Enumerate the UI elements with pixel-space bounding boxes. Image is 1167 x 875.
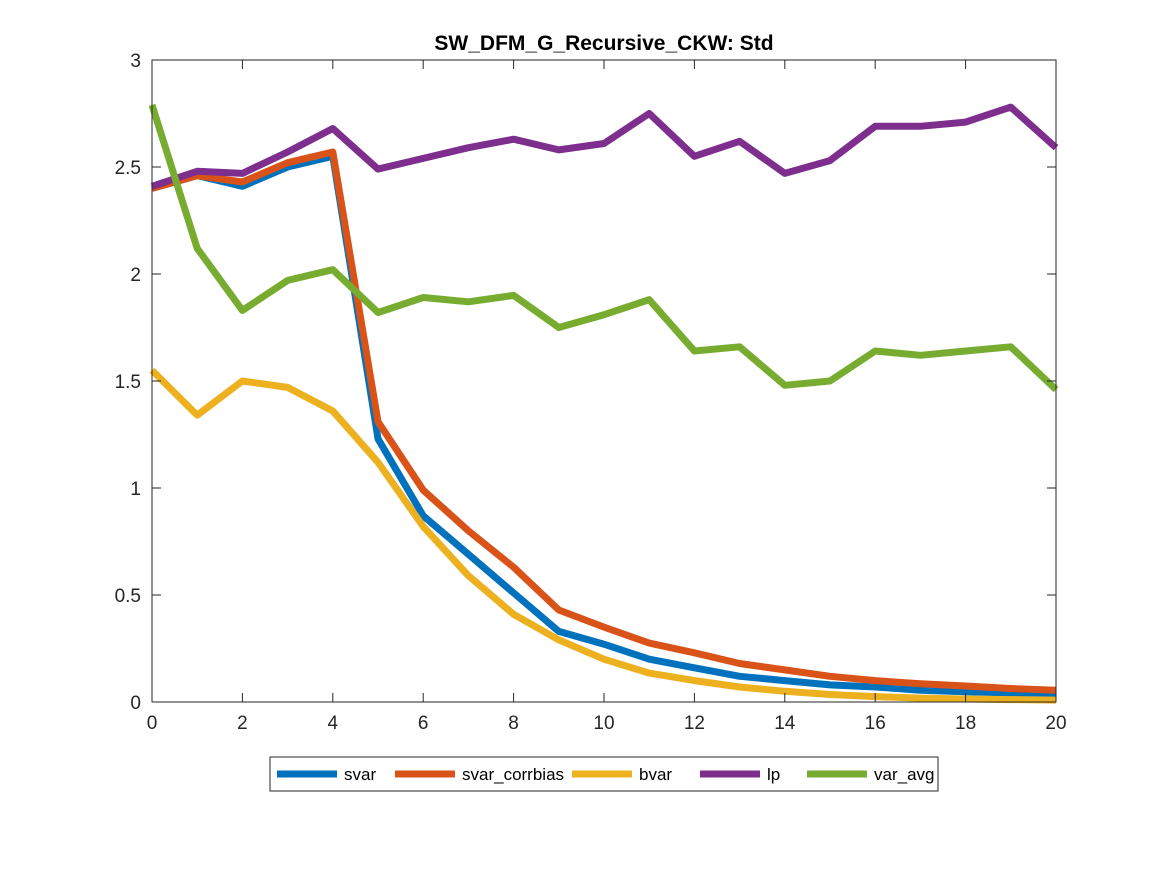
y-tick-label: 0.5 <box>115 586 141 607</box>
series-line-svar <box>151 152 1057 698</box>
axes-background <box>152 60 1056 702</box>
x-tick-label: 8 <box>508 713 519 734</box>
legend-label-svar: svar <box>344 765 376 784</box>
y-tick-label: 2 <box>130 265 141 286</box>
x-tick-label: 4 <box>328 713 339 734</box>
legend-label-var-avg: var_avg <box>874 765 934 784</box>
y-tick-label: 1.5 <box>115 372 141 393</box>
tick-layer: 0 2 4 6 8 10 12 14 16 18 20 0 0.5 1 1.5 2 2.5 3 <box>115 51 1067 734</box>
legend-label-lp: lp <box>767 765 780 784</box>
y-tick-label: 1 <box>130 479 141 500</box>
series-line-lp <box>150 103 1059 190</box>
y-tick-label: 3 <box>130 51 141 72</box>
x-tick-label: 16 <box>865 713 886 734</box>
y-tick-label: 2.5 <box>115 158 141 179</box>
legend: svar svar_corrbias bvar lp var_avg <box>269 756 939 792</box>
chart-title: SW_DFM_G_Recursive_CKW: Std <box>434 32 773 55</box>
x-tick-label: 0 <box>147 713 158 734</box>
x-tick-label: 18 <box>955 713 976 734</box>
x-tick-label: 2 <box>237 713 248 734</box>
x-tick-label: 20 <box>1045 713 1066 734</box>
x-tick-label: 6 <box>418 713 429 734</box>
series-line-var-avg <box>148 103 1059 393</box>
x-tick-label: 12 <box>684 713 705 734</box>
legend-label-bvar: bvar <box>639 765 672 784</box>
y-tick-label: 0 <box>130 693 141 714</box>
legend-label-svar-corrbias: svar_corrbias <box>462 765 564 784</box>
x-tick-label: 10 <box>593 713 614 734</box>
series-line-bvar <box>149 367 1057 704</box>
series-layer <box>148 103 1059 704</box>
x-tick-label: 14 <box>774 713 796 734</box>
series-line-svar-corrbias <box>151 148 1057 694</box>
